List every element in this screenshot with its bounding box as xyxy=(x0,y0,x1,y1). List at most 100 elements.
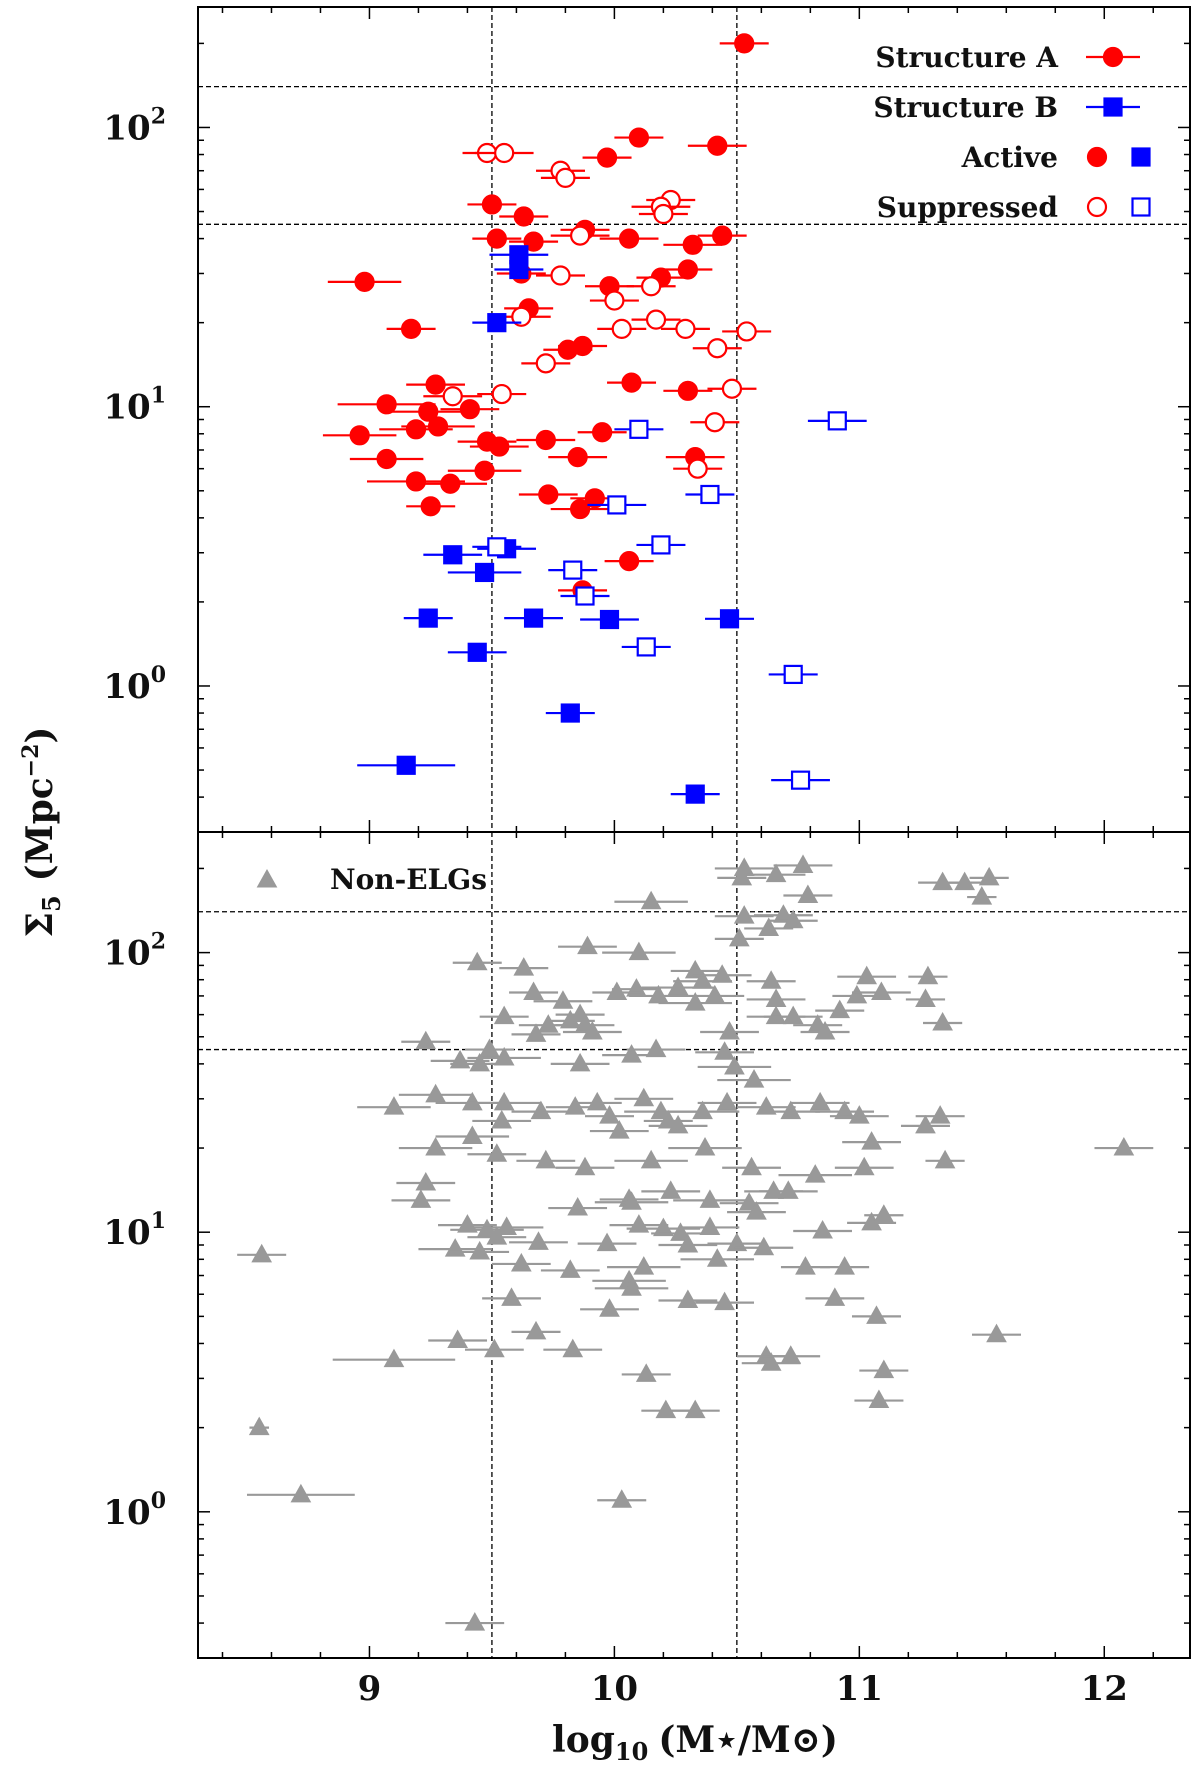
data-point xyxy=(604,551,654,572)
triangle-marker xyxy=(873,1204,895,1223)
legend-suppressed-square-marker xyxy=(1131,197,1151,217)
triangle-marker xyxy=(773,904,794,923)
data-point xyxy=(548,447,608,468)
data-point xyxy=(545,1009,595,1029)
legend-suppressed-circle-marker xyxy=(1086,196,1108,218)
data-point xyxy=(967,886,997,905)
circle-marker xyxy=(570,225,591,246)
triangle-marker xyxy=(934,1149,956,1169)
triangle-marker xyxy=(853,1156,875,1176)
triangle-marker xyxy=(660,1180,682,1199)
triangle-marker xyxy=(868,1389,890,1409)
triangle-marker xyxy=(648,984,669,1004)
data-point xyxy=(467,1143,527,1162)
data-point xyxy=(727,1201,786,1220)
data-point xyxy=(744,917,794,936)
triangle-marker xyxy=(856,965,878,985)
x-tick-label: 9 xyxy=(358,1669,382,1709)
bottom-legend: Non-ELGs xyxy=(256,863,487,896)
data-point xyxy=(597,318,647,339)
x-tick-labels: 9 10 11 12 xyxy=(358,1669,1128,1709)
triangle-marker xyxy=(824,1287,846,1306)
legend-triangle-marker xyxy=(256,868,278,888)
data-point xyxy=(246,1483,355,1503)
data-point xyxy=(900,1114,950,1134)
data-point xyxy=(717,1069,791,1088)
data-point xyxy=(499,957,549,976)
data-point xyxy=(521,353,571,374)
data-point xyxy=(815,999,865,1019)
triangle-marker xyxy=(1113,1137,1135,1156)
legend-active-square-marker xyxy=(1131,147,1151,167)
data-point xyxy=(509,981,559,1000)
triangle-marker xyxy=(581,1020,603,1040)
triangle-marker xyxy=(552,990,574,1009)
data-point xyxy=(327,271,402,292)
data-point xyxy=(472,1109,532,1129)
legend-circle-marker xyxy=(1102,46,1124,68)
data-point xyxy=(577,1232,637,1252)
data-point xyxy=(602,1044,661,1063)
circle-marker xyxy=(418,401,439,422)
triangle-marker xyxy=(564,1096,586,1115)
data-point xyxy=(722,1156,781,1176)
data-point xyxy=(626,1217,701,1237)
triangle-marker xyxy=(510,1252,532,1272)
data-point xyxy=(474,142,534,164)
data-point xyxy=(467,194,517,215)
circle-marker xyxy=(628,127,649,148)
top-data-marks xyxy=(322,33,867,804)
data-point xyxy=(641,1399,691,1419)
triangle-marker xyxy=(567,1197,589,1216)
data-point xyxy=(680,1216,740,1235)
triangle-marker xyxy=(621,1277,642,1296)
circle-marker xyxy=(687,458,708,479)
triangle-marker xyxy=(611,1489,633,1508)
data-point xyxy=(663,234,723,255)
square-marker xyxy=(827,411,847,431)
data-point xyxy=(614,1087,674,1107)
triangle-marker xyxy=(248,1416,270,1436)
triangle-marker xyxy=(449,1049,471,1069)
triangle-marker xyxy=(410,1189,432,1208)
data-point xyxy=(805,1287,865,1306)
y-tick-label-top: 102 xyxy=(103,103,166,148)
circle-marker xyxy=(376,448,397,470)
y-axis-label-rest: (Mpc xyxy=(19,777,61,881)
triangle-marker xyxy=(528,1231,549,1250)
data-point xyxy=(734,1236,794,1256)
triangle-marker xyxy=(562,1338,584,1358)
y-axis-label-main: Σ xyxy=(19,912,61,937)
triangle-marker xyxy=(383,1348,405,1368)
data-point xyxy=(783,884,833,904)
top-legend: Structure A Structure B Active Suppressed xyxy=(873,41,1151,224)
data-point xyxy=(923,1011,963,1031)
triangle-marker xyxy=(932,871,953,891)
circle-marker xyxy=(572,335,593,357)
data-point xyxy=(589,1120,649,1139)
circle-marker xyxy=(376,394,397,415)
data-point xyxy=(908,965,948,985)
data-point xyxy=(663,259,713,280)
legend-label: Suppressed xyxy=(877,191,1058,224)
data-point xyxy=(555,1156,615,1176)
triangle-marker xyxy=(586,1091,608,1111)
triangle-marker xyxy=(684,959,706,979)
triangle-marker xyxy=(628,941,650,961)
triangle-marker xyxy=(425,1083,446,1103)
triangle-marker xyxy=(559,1259,581,1278)
triangle-marker xyxy=(728,927,750,947)
circle-marker xyxy=(555,167,576,188)
circle-marker xyxy=(535,429,556,451)
data-point xyxy=(386,318,436,339)
square-marker xyxy=(700,484,720,505)
circle-marker xyxy=(645,309,667,330)
triangle-marker xyxy=(608,1120,630,1139)
data-point xyxy=(607,372,657,393)
legend-square-marker xyxy=(1103,97,1123,117)
circle-marker xyxy=(677,259,698,280)
data-point xyxy=(499,206,549,227)
data-point xyxy=(722,321,772,342)
data-point xyxy=(680,1248,755,1267)
triangle-marker xyxy=(719,1020,740,1040)
